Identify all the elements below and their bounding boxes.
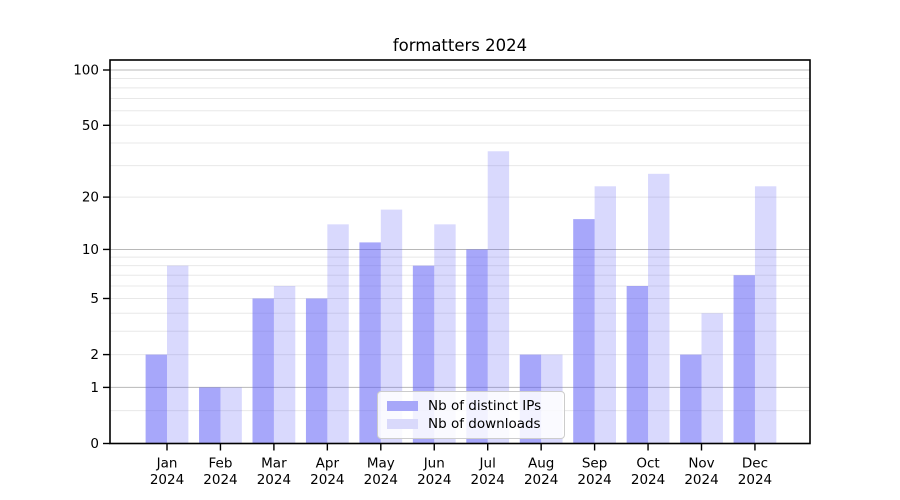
- x-tick-label: Apr 2024: [310, 456, 344, 489]
- bar-downloads: [327, 224, 349, 444]
- bar-downloads: [220, 387, 242, 444]
- legend-item-downloads: Nb of downloads: [387, 416, 554, 432]
- bar-downloads: [167, 265, 189, 444]
- y-tick-label: 0: [90, 436, 99, 452]
- bar-downloads: [754, 186, 777, 444]
- bar-distinct-ips: [626, 286, 649, 444]
- bar-downloads: [380, 209, 403, 444]
- x-tick-label: Sep 2024: [577, 456, 611, 489]
- bar-distinct-ips: [573, 219, 595, 444]
- legend-swatch-distinct-ips-icon: [387, 401, 418, 412]
- x-tick-label: Jan 2024: [150, 456, 184, 489]
- y-tick-label: 100: [73, 63, 99, 79]
- y-tick-label: 2: [90, 347, 99, 363]
- bar-downloads: [487, 151, 510, 444]
- chart-title: formatters 2024: [392, 36, 528, 55]
- x-tick-label: Mar 2024: [257, 456, 291, 489]
- x-tick-label: Oct 2024: [631, 456, 665, 489]
- x-tick-label: May 2024: [364, 456, 398, 489]
- legend-item-distinct-ips: Nb of distinct IPs: [387, 398, 554, 414]
- x-tick-label: Nov 2024: [684, 456, 718, 489]
- legend-swatch-downloads-icon: [387, 418, 418, 429]
- y-tick-label: 1: [90, 380, 99, 396]
- bar-downloads: [434, 224, 456, 444]
- bar-distinct-ips: [680, 354, 702, 444]
- x-tick-label: Jul 2024: [471, 456, 505, 489]
- bar-distinct-ips: [199, 387, 221, 444]
- x-tick-label: Jun 2024: [417, 456, 451, 489]
- x-tick-label: Dec 2024: [738, 456, 772, 489]
- bar-distinct-ips: [305, 298, 328, 444]
- bar-downloads: [648, 173, 670, 444]
- bar-distinct-ips: [145, 354, 167, 444]
- legend-label-downloads: Nb of downloads: [428, 415, 541, 432]
- y-tick-label: 50: [82, 118, 99, 134]
- y-tick-label: 5: [90, 291, 99, 307]
- bar-downloads: [701, 313, 723, 444]
- bar-distinct-ips: [359, 242, 381, 444]
- x-tick-label: Feb 2024: [203, 456, 237, 489]
- bar-distinct-ips: [252, 298, 274, 444]
- axes-frame: [109, 59, 811, 445]
- x-tick-label: Aug 2024: [524, 456, 558, 489]
- y-tick-label: 10: [82, 242, 99, 258]
- legend-label-distinct-ips: Nb of distinct IPs: [428, 398, 542, 414]
- bar-distinct-ips: [733, 275, 755, 444]
- bar-downloads: [273, 286, 296, 444]
- y-tick-label: 20: [82, 190, 99, 206]
- bar-downloads: [594, 186, 616, 444]
- legend: Nb of distinct IPs Nb of downloads: [377, 391, 565, 439]
